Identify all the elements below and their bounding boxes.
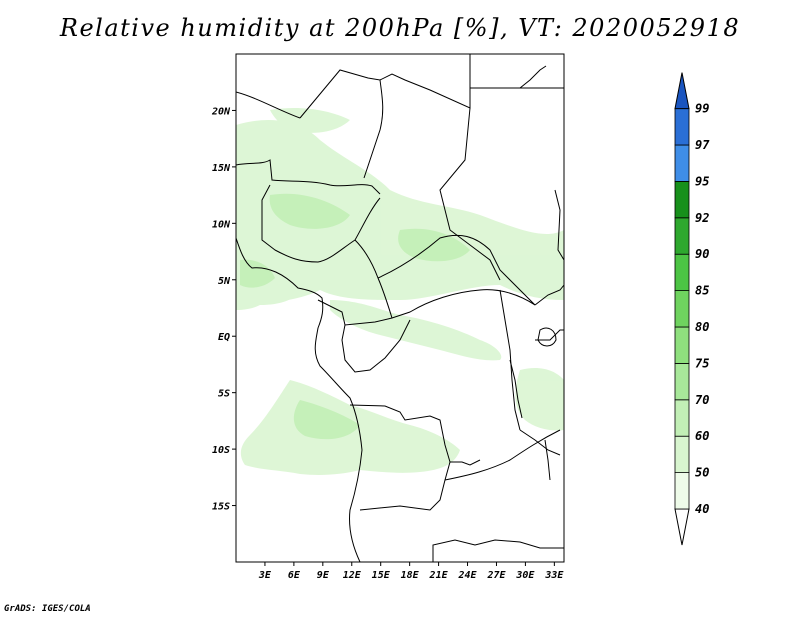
humidity-core-3 [293,400,360,440]
colorbar-label: 99 [695,102,709,116]
humidity-area-sahel [236,120,564,302]
chart-title: Relative humidity at 200hPa [%], VT: 202… [59,14,741,42]
colorbar-segment [674,435,690,474]
colorbar-label: 50 [695,466,709,480]
colorbar-label: 80 [695,320,709,334]
colorbar-label: 75 [695,356,709,370]
border-car [377,234,536,306]
colorbar-label: 90 [695,247,709,261]
border-nigeria [261,184,381,263]
border-sudan-east [554,189,564,261]
lat-tick-label: 15N [212,163,231,174]
lat-tick-label: EQ [218,332,230,343]
lake-malawi [544,439,551,481]
border-congo-1 [317,289,536,326]
humidity-area-congo [330,300,502,361]
colorbar-segment [674,108,690,146]
colorbar-label: 60 [695,429,709,443]
border-sahel-1 [236,159,381,195]
lon-tick-label: 30E [515,570,535,581]
lon-tick-label: 9E [317,570,330,581]
colorbar-label: 92 [695,211,709,225]
colorbar-label: 95 [695,174,709,188]
lat-tick-label: 15S [212,502,230,513]
border-east-1 [534,284,564,306]
colorbar-top-triangle [674,72,690,110]
lake-tanganyika [509,359,523,419]
lat-tick-label: 5N [218,276,231,287]
map-frame [235,53,565,563]
humidity-core-2 [398,228,470,262]
border-angola-south [359,461,451,511]
lon-tick-label: 18E [401,570,420,581]
lon-tick-label: 21E [429,570,449,581]
humidity-core-4 [240,259,275,288]
border-north-2 [299,54,471,119]
coastline-west-africa [236,237,363,562]
footer-credit: GrADS: IGES/COLA [4,604,91,614]
humidity-shading [236,108,564,475]
colorbar: 40 50 60 70 75 80 85 90 92 95 97 99 [674,72,710,546]
lat-tick-label: 5S [218,389,230,400]
colorbar-label: 97 [695,138,710,152]
border-north-east [519,65,547,89]
border-namibia [432,539,564,562]
lon-tick-label: 27E [486,570,506,581]
border-north-3 [363,79,384,179]
lon-tick-label: 15E [372,570,391,581]
border-congo-2 [341,319,411,373]
lon-tick-label: 6E [288,570,301,581]
lat-tick-label: 10N [212,219,231,230]
colorbar-segment [674,472,690,510]
lat-axis: 20N 15N 10N 5N EQ 5S 10S 15S [211,106,236,513]
lon-tick-label: 3E [258,570,272,581]
lake-victoria [537,327,557,347]
lon-tick-label: 33E [544,570,564,581]
colorbar-bottom-triangle [674,508,690,546]
colorbar-label: 40 [695,502,709,516]
colorbar-segment [674,362,690,401]
colorbar-segment [674,217,690,255]
colorbar-label: 85 [695,284,709,298]
humidity-core-1 [269,193,350,229]
border-east-3 [519,429,561,456]
lat-tick-label: 10S [212,445,230,456]
border-north-1 [236,91,301,119]
colorbar-segment [674,180,690,219]
colorbar-segment [674,326,690,364]
lon-tick-label: 24E [457,570,477,581]
borders [236,54,564,562]
lon-tick-label: 12E [343,570,362,581]
colorbar-segment [674,253,690,291]
colorbar-segment [674,290,690,328]
lon-axis: 3E 6E 9E 12E 15E 18E 21E 24E 27E 30E 33E [258,562,564,581]
colorbar-segment [674,144,690,182]
border-angola [349,404,481,466]
border-zambia [444,429,561,481]
colorbar-segment [674,399,690,437]
humidity-area-east [515,368,564,431]
colorbar-label: 70 [695,393,709,407]
lat-tick-label: 20N [211,106,231,117]
border-chad-sudan [439,107,501,281]
